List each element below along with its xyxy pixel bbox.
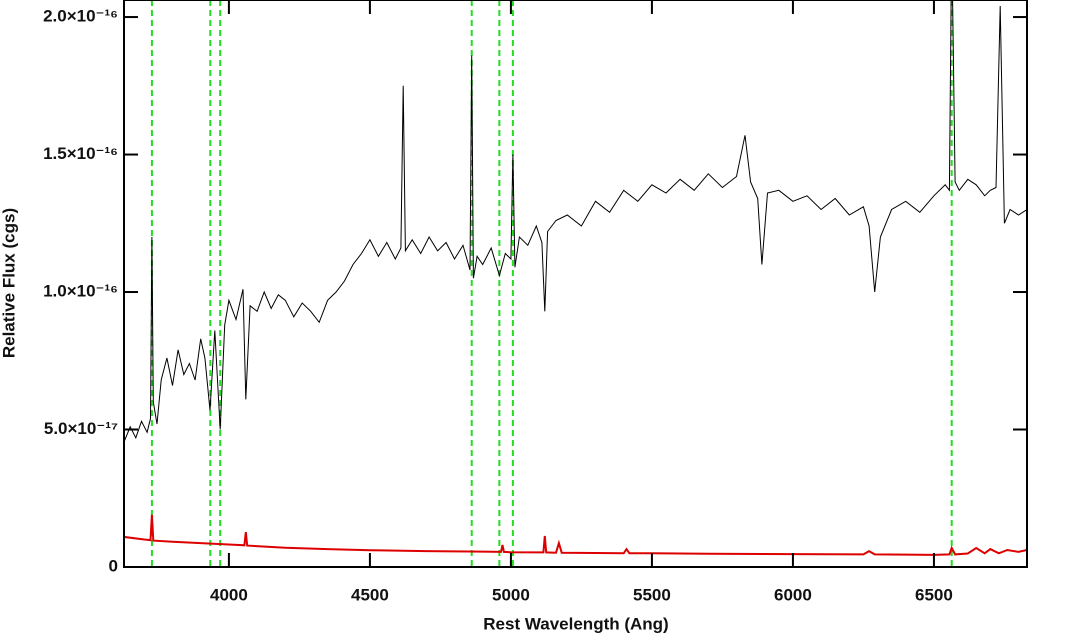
y-tick-label: 0 [109,556,118,575]
y-tick-label: 1.0×10⁻¹⁶ [43,282,118,301]
plot-frame [123,0,1028,568]
x-axis-label: Rest Wavelength (Ang) [483,614,668,633]
spectrum-line [124,514,1027,556]
y-tick-label: 5.0×10⁻¹⁷ [44,419,118,438]
x-tick-label: 4000 [210,585,248,604]
y-tick-label: 1.5×10⁻¹⁶ [43,144,118,163]
x-tick-label: 4500 [351,585,389,604]
x-tick-label: 6000 [774,585,812,604]
x-tick-label: 6500 [915,585,953,604]
x-tick-label: 5000 [492,585,530,604]
plot-area [124,0,1027,567]
spectrum-line [124,0,1027,441]
y-axis-label: Relative Flux (cgs) [0,208,18,358]
x-tick-label: 5500 [633,585,671,604]
y-tick-label: 2.0×10⁻¹⁶ [43,7,118,26]
